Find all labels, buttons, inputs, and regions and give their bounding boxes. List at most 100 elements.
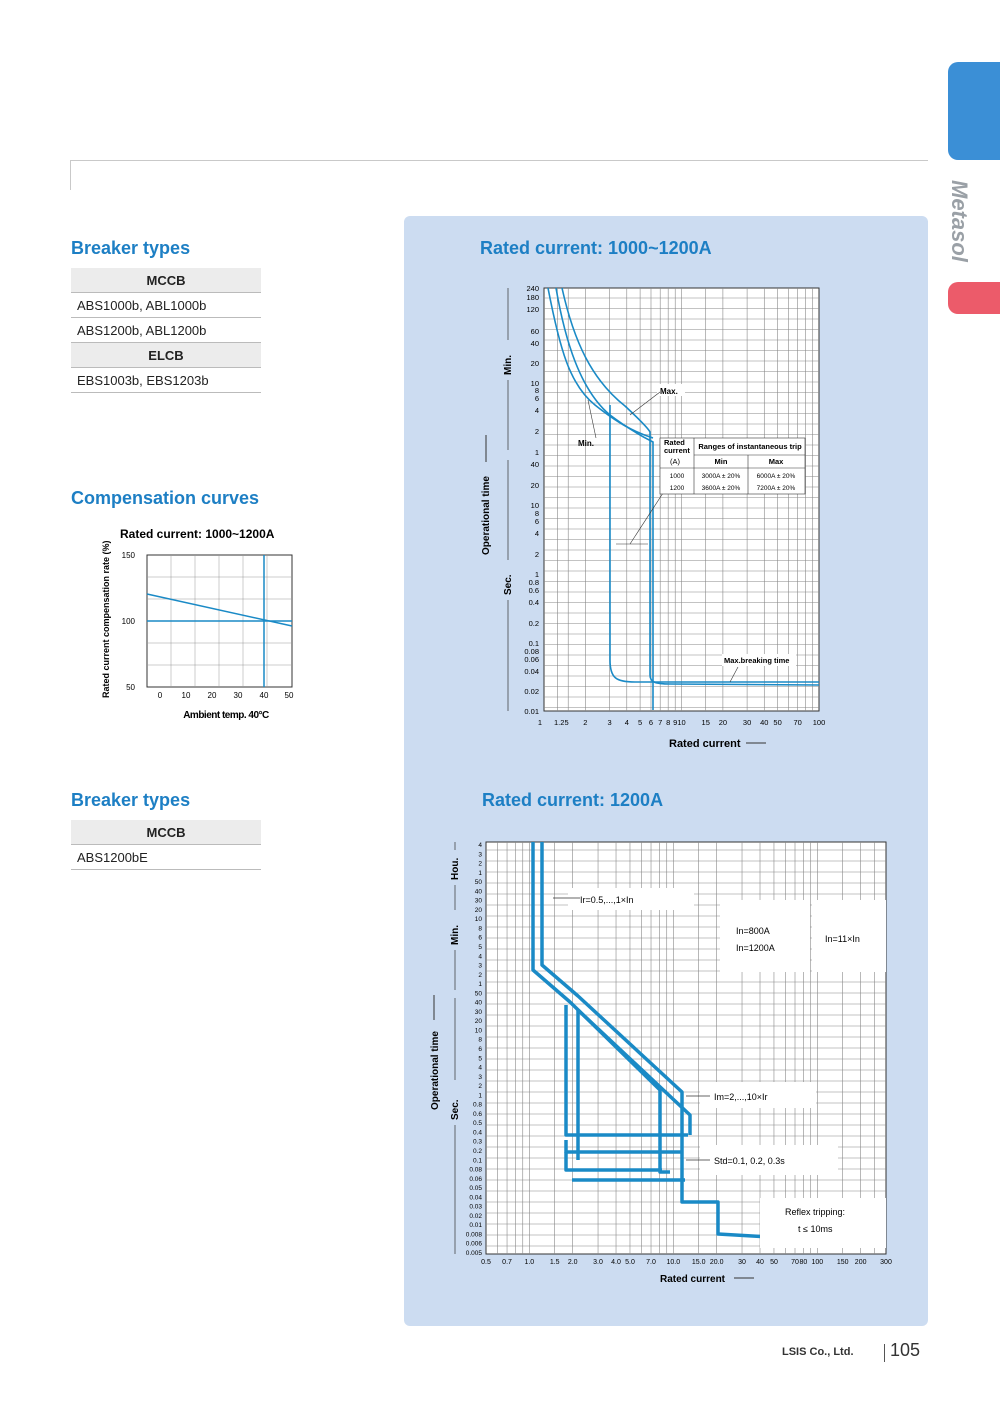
y-tick: 2 [535,427,539,436]
x-tick: 20.0 [710,1259,724,1266]
curve1-yticks: 240 180 120 60 40 20 10 8 6 4 2 1 40 20 … [524,284,539,716]
y-tick: 10 [531,501,539,510]
x-tick: 10 [677,718,685,727]
table-header: ELCB [71,342,261,368]
curve2-xlabel: Rated current [660,1274,726,1285]
y-tick: 0.06 [469,1176,482,1183]
x-tick: 1 [538,718,542,727]
y-tick: 40 [475,1000,483,1007]
y-tick: 0.01 [469,1222,482,1229]
ann-std: Std=0.1, 0.2, 0.3s [714,1156,785,1166]
x-tick: 0.5 [481,1259,491,1266]
inst-h-min: Min [715,457,728,466]
y-tick: 30 [475,898,483,905]
ann-in-a: In=800A [736,926,770,936]
x-tick: 2.0 [568,1259,578,1266]
table-row: EBS1003b, EBS1203b [71,367,261,393]
y-tick: 6 [478,1046,482,1053]
inst-cell: 1200 [670,485,685,492]
x-tick: 7 [658,718,662,727]
inst-cell: 7200A ± 20% [757,485,796,492]
x-tick: 300 [880,1259,892,1266]
y-tick: 3 [478,851,482,858]
x-tick: 70 [791,1259,799,1266]
y-tick: 8 [478,1037,482,1044]
footer-company: LSIS Co., Ltd. [782,1346,854,1358]
x-tick: 150 [837,1259,849,1266]
y-tick: 6 [535,517,539,526]
ann-reflex-b: t ≤ 10ms [798,1224,833,1234]
ann-min: Min. [578,439,594,448]
x-tick: 1.5 [550,1259,560,1266]
side-tab-red [948,282,1000,314]
ann-im: Im=2,...,10×Ir [714,1092,768,1102]
x-tick: 20 [719,718,727,727]
band-upper [540,842,789,1240]
curve2-title: Rated current: 1200A [482,790,664,810]
curve1-chart: 240 180 120 60 40 20 10 8 6 4 2 1 40 20 … [481,284,825,750]
y-tick: 0.08 [469,1167,482,1174]
ann-reflex-a: Reflex tripping: [785,1207,845,1217]
y-tick: 5 [478,944,482,951]
y-tick: 1 [478,1092,482,1099]
y-tick: 50 [475,990,483,997]
inst-trip-table: Rated current (A) Ranges of instantaneou… [659,437,806,495]
curve2-chart: 432150403020108654321504030201086543210.… [430,841,892,1285]
y-tick: 1 [535,448,539,457]
x-tick: 0 [158,691,163,700]
y-tick: 2 [478,861,482,868]
x-tick: 50 [773,718,781,727]
compensation-chart-title: Rated current: 1000~1200A [120,527,275,541]
x-tick: 15 [702,718,710,727]
y-tick: 6 [478,935,482,942]
ann-in11: In=11×In [825,934,860,944]
y-tick: 0.04 [469,1194,482,1201]
y-tick: 0.2 [473,1148,482,1155]
x-tick: 9 [673,718,677,727]
band-left [564,1005,688,1137]
y-tick: 0.06 [524,655,539,664]
curve2-trip-bands [531,842,789,1240]
y-tick: 60 [531,327,539,336]
y-tick: 0.006 [466,1241,483,1248]
breaker-types-table-2: MCCB ABS1200bE [71,820,261,870]
y-tick: 20 [531,359,539,368]
x-tick: 4 [625,718,629,727]
side-tab-blue [948,62,1000,160]
y-tick: 5 [478,1055,482,1062]
x-tick: 1.0 [524,1259,534,1266]
y-tick: 3 [478,963,482,970]
y-tick: 150 [122,551,136,560]
y-tick: 4 [478,842,482,849]
x-tick: 50 [285,691,294,700]
table-row: ABS1200b, ABL1200b [71,317,261,343]
y-tick: 4 [478,1065,482,1072]
y-tick: 0.02 [469,1213,482,1220]
y-tick: 50 [475,879,483,886]
compensation-curve [146,593,293,627]
y-tick: 30 [475,1009,483,1016]
y-tick: 240 [526,284,539,293]
y-tick: 180 [526,293,539,302]
y-tick: 40 [475,888,483,895]
table-header: MCCB [71,268,261,293]
curve2-yticks: 4 3 2 1 50 40 30 20 10 8 6 5 4 3 2 1 50 40 30 20 10 8 6 5 4 3 2 1 0.… [466,842,483,1257]
inst-cell: 3600A ± 20% [702,485,741,492]
inst-cell: 1000 [670,473,685,480]
curve1-xticks: 1 1.25 2 3 4 5 6 7 8 9 10 15 20 30 40 50 70 100 [538,718,825,727]
y-tick: 3 [478,1074,482,1081]
band-mid [576,1008,692,1160]
table-header: MCCB [71,820,261,845]
y-tick: 0.1 [529,639,539,648]
inst-cell: 6000A ± 20% [757,473,796,480]
section-title-compensation: Compensation curves [71,488,260,508]
y-tick: 1 [535,570,539,579]
y-tick: 0.5 [473,1120,482,1127]
brand-text: Metasol [947,180,972,262]
y-tick: 2 [535,550,539,559]
x-tick: 40 [260,691,269,700]
y-tick: 10 [531,379,539,388]
footer-divider [884,1344,885,1362]
x-tick: 3 [608,718,612,727]
x-tick: 100 [813,718,826,727]
